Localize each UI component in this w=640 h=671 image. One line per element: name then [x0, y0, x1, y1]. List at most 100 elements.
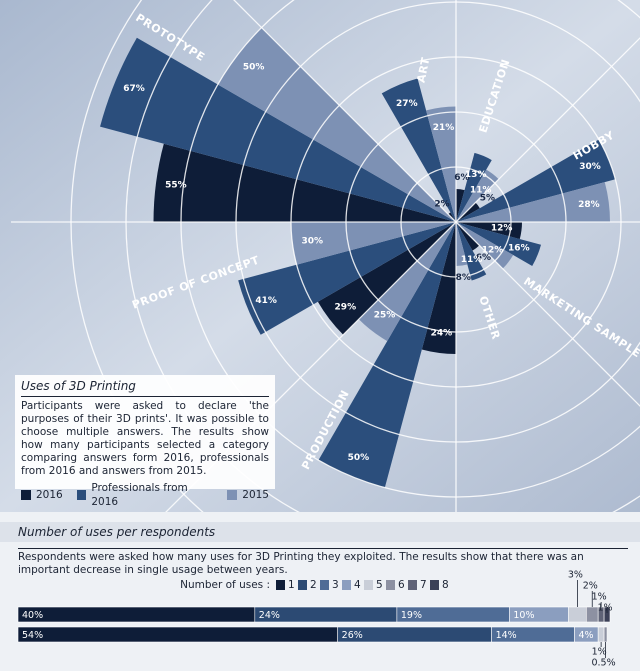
polar-bar: [456, 222, 468, 266]
value-label: 25%: [374, 311, 396, 321]
value-label: 19%: [401, 610, 422, 621]
legend-label: 3: [332, 579, 339, 591]
legend-swatch: [364, 580, 373, 590]
polar-bar: [381, 78, 456, 222]
bars-title: Number of uses per respondents: [18, 525, 216, 539]
polar-bar: [100, 37, 456, 222]
value-label: 28%: [578, 200, 600, 210]
value-label: 1%: [592, 647, 607, 658]
bar-segment: [568, 606, 587, 623]
polar-bar: [421, 222, 456, 354]
polar-bar: [456, 222, 542, 266]
polar-bar: [426, 106, 456, 222]
polar-bar: [358, 222, 456, 342]
legend-swatch: [21, 490, 31, 500]
legend-label: Professionals from 2016: [91, 482, 188, 508]
legend-swatch: [76, 490, 87, 500]
value-label: 40%: [22, 610, 43, 621]
value-label: 12%: [482, 246, 504, 256]
value-label: 16%: [508, 244, 530, 254]
value-label: 0.5%: [591, 658, 615, 669]
value-label: 2%: [434, 199, 449, 209]
value-label: 27%: [396, 99, 418, 109]
polar-bar: [153, 143, 456, 222]
polar-bar: [217, 27, 456, 222]
legend-label: 2015: [242, 489, 269, 501]
legend-swatch: [298, 580, 307, 590]
legend-item: 2016: [21, 481, 63, 509]
value-label: 13%: [465, 170, 487, 180]
polar-bar: [456, 222, 480, 251]
polar-title: Uses of 3D Printing: [21, 379, 136, 393]
value-label: 41%: [255, 296, 277, 306]
category-label: ART: [414, 56, 432, 84]
value-label: 1%: [598, 603, 613, 614]
value-label: 6%: [476, 253, 491, 263]
value-label: 14%: [496, 630, 517, 641]
bar-segment: [17, 606, 256, 623]
legend-label: 6: [398, 579, 405, 591]
bar-segment: [603, 626, 608, 643]
value-label: 50%: [348, 453, 370, 463]
value-label: 2%: [583, 581, 598, 592]
value-label: 10%: [513, 610, 534, 621]
value-label: 26%: [342, 630, 363, 641]
legend: 2016 Professionals from 2016 2015: [21, 481, 269, 509]
legend-box: Uses of 3D Printing Participants were as…: [15, 375, 275, 508]
polar-bar: [238, 222, 456, 335]
value-label: 54%: [22, 630, 43, 641]
value-label: 4%: [578, 630, 593, 641]
polar-bar: [291, 222, 456, 265]
value-label: 24%: [431, 329, 453, 339]
polar-bar: [456, 189, 465, 222]
polar-bar: [456, 152, 492, 222]
legend-item: Professionals from 2016: [76, 481, 214, 509]
legend-item: 2015: [227, 481, 269, 509]
legend-swatch: [430, 580, 439, 590]
polar-bar: [456, 222, 522, 240]
legend-swatch: [342, 580, 351, 590]
value-label: 8%: [456, 273, 471, 283]
polar-bar: [317, 222, 456, 335]
legend-label: 5: [376, 579, 383, 591]
value-label: 11%: [461, 255, 483, 265]
bar-segment: [597, 626, 605, 643]
bars-description: Respondents were asked how many uses for…: [18, 548, 628, 577]
legend-swatch: [408, 580, 417, 590]
value-label: 50%: [243, 62, 265, 72]
legend-label: 2: [310, 579, 317, 591]
value-label: 12%: [491, 224, 513, 234]
bar-segment: [586, 606, 599, 623]
value-label: 6%: [454, 173, 469, 183]
spoke: [455, 221, 640, 407]
legend-label: 8: [442, 579, 449, 591]
polar-bar: [456, 139, 616, 222]
legend-swatch: [227, 490, 238, 500]
value-label: 67%: [123, 84, 145, 94]
polar-bar: [456, 182, 610, 222]
legend-title: Number of uses :: [180, 579, 270, 591]
polar-description: Participants were asked to declare 'the …: [21, 400, 269, 477]
section-header: [0, 522, 640, 542]
value-label: 30%: [579, 162, 601, 172]
value-label: 1%: [592, 592, 607, 603]
polar-bar: [456, 202, 480, 222]
spoke: [233, 0, 457, 223]
bar-segment: [17, 626, 338, 643]
value-label: 3%: [568, 570, 583, 581]
legend-swatch: [276, 580, 285, 590]
polar-bar: [456, 222, 487, 281]
value-label: 55%: [165, 181, 187, 191]
value-label: 30%: [301, 236, 323, 246]
legend-swatch: [386, 580, 395, 590]
value-label: 11%: [470, 185, 492, 195]
value-label: 24%: [259, 610, 280, 621]
value-label: 21%: [433, 123, 455, 133]
value-label: 29%: [335, 302, 357, 312]
spoke: [455, 37, 640, 223]
legend-label: 4: [354, 579, 361, 591]
value-label: 5%: [480, 193, 495, 203]
polar-bar: [456, 169, 499, 222]
